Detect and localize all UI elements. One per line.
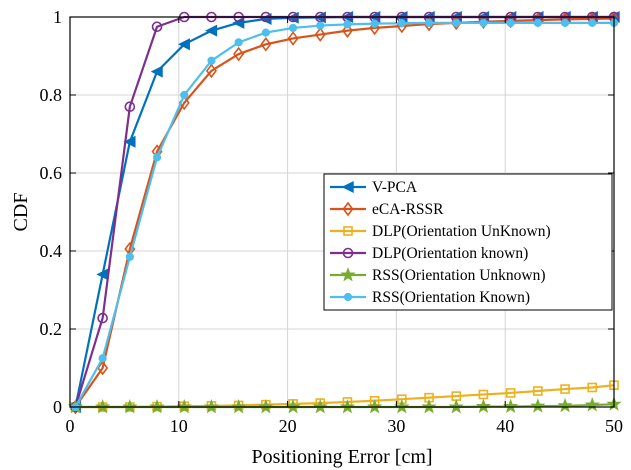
x-tick-label: 40	[496, 416, 514, 436]
data-point	[314, 27, 326, 42]
data-point	[475, 398, 491, 414]
data-point	[503, 398, 519, 414]
data-point	[287, 31, 299, 46]
y-axis-label: CDF	[10, 193, 32, 232]
data-point	[203, 399, 219, 414]
legend-entry: RSS(Orientation Unknown)	[330, 267, 546, 284]
grid-lines	[69, 16, 615, 408]
data-point	[124, 101, 136, 112]
data-point	[207, 56, 216, 65]
data-point	[205, 63, 217, 79]
data-point	[285, 399, 301, 414]
plot-frame	[69, 16, 615, 408]
data-point	[343, 20, 352, 29]
data-point	[533, 18, 542, 27]
y-tick-label: 0	[53, 397, 62, 417]
data-point	[122, 399, 138, 414]
x-tick-label: 20	[279, 416, 297, 436]
data-point	[560, 384, 570, 394]
x-tick-label: 0	[66, 416, 75, 436]
data-point	[123, 135, 136, 148]
data-point	[233, 46, 245, 62]
data-point	[506, 18, 515, 27]
data-point	[557, 397, 573, 413]
x-axis-label: Positioning Error [cm]	[251, 446, 432, 468]
data-point	[231, 399, 247, 414]
data-point	[260, 36, 272, 52]
data-point	[97, 360, 109, 376]
y-tick-label: 0.6	[40, 163, 63, 183]
data-point	[424, 18, 434, 27]
legend-entry: DLP(Orientation known)	[330, 245, 528, 262]
data-point	[234, 38, 243, 47]
legend-entry: V-PCA	[330, 179, 418, 196]
data-point	[530, 398, 546, 413]
data-point	[533, 386, 543, 396]
legend-marker	[343, 292, 353, 302]
data-point	[505, 388, 516, 398]
data-point	[176, 399, 192, 414]
legend-label: eCA-RSSR	[372, 201, 444, 218]
x-tick-label: 30	[387, 416, 405, 436]
data-point	[177, 38, 190, 51]
data-point	[125, 252, 134, 261]
data-point	[479, 18, 488, 27]
data-point	[339, 399, 355, 414]
data-point	[95, 399, 111, 414]
data-point	[180, 90, 189, 100]
y-tick-label: 0.2	[40, 319, 63, 339]
legend-label: DLP(Orientation known)	[372, 245, 528, 262]
data-point	[258, 399, 274, 414]
data-point	[288, 23, 298, 33]
data-point	[261, 28, 270, 37]
data-point	[588, 18, 597, 27]
y-tick-label: 1	[53, 7, 62, 27]
series-5	[71, 18, 619, 412]
data-point	[397, 19, 406, 28]
legend-marker	[341, 180, 354, 194]
y-tick-label: 0.4	[40, 241, 63, 261]
legend-marker	[342, 201, 354, 217]
data-point	[98, 354, 107, 363]
data-point	[478, 389, 489, 400]
data-point	[421, 399, 437, 414]
legend: V-PCA eCA-RSSR DLP(Orientation UnKnown) DLP…	[323, 173, 613, 311]
legend-entry: RSS(Orientation Known)	[330, 289, 530, 306]
legend-label: RSS(Orientation Unknown)	[372, 267, 546, 284]
legend-label: DLP(Orientation UnKnown)	[372, 223, 551, 240]
data-point	[394, 399, 410, 414]
data-point	[312, 399, 328, 414]
data-point	[150, 65, 163, 78]
y-tick-label: 0.8	[40, 85, 63, 105]
legend-label: RSS(Orientation Known)	[372, 289, 530, 306]
data-point	[560, 18, 570, 27]
data-point	[452, 18, 461, 27]
legend-box	[323, 173, 613, 311]
data-point	[367, 399, 383, 414]
data-point	[584, 397, 600, 412]
legend-label: V-PCA	[372, 179, 418, 196]
data-point	[97, 312, 108, 324]
x-tick-label: 50	[605, 416, 623, 436]
data-point	[587, 382, 598, 393]
data-point	[448, 399, 464, 414]
data-point	[341, 23, 353, 38]
data-point	[152, 153, 162, 162]
data-point	[205, 24, 218, 37]
legend-entry: eCA-RSSR	[330, 201, 444, 218]
legend-entry: DLP(Orientation UnKnown)	[330, 223, 551, 240]
x-tick-label: 10	[170, 416, 188, 436]
data-point	[370, 19, 379, 28]
legend-marker	[340, 267, 356, 282]
data-point	[316, 21, 325, 30]
axis-ticks: 0 10 20 30 40 50 0 0.2 0.4 0.6 0.8 1	[40, 7, 624, 436]
data-point	[151, 21, 163, 33]
legend-marker	[343, 226, 353, 236]
legend-marker	[342, 247, 354, 259]
data-point	[149, 399, 165, 414]
